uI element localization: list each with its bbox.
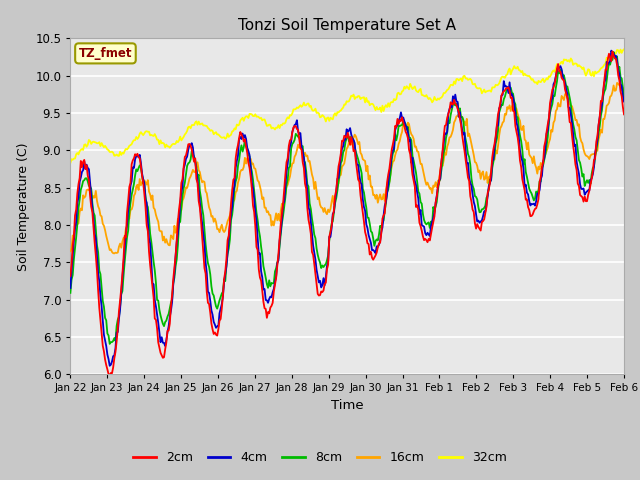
Y-axis label: Soil Temperature (C): Soil Temperature (C) [17,142,30,271]
X-axis label: Time: Time [331,399,364,412]
Legend: 2cm, 4cm, 8cm, 16cm, 32cm: 2cm, 4cm, 8cm, 16cm, 32cm [128,446,512,469]
Title: Tonzi Soil Temperature Set A: Tonzi Soil Temperature Set A [238,18,456,33]
Text: TZ_fmet: TZ_fmet [79,47,132,60]
